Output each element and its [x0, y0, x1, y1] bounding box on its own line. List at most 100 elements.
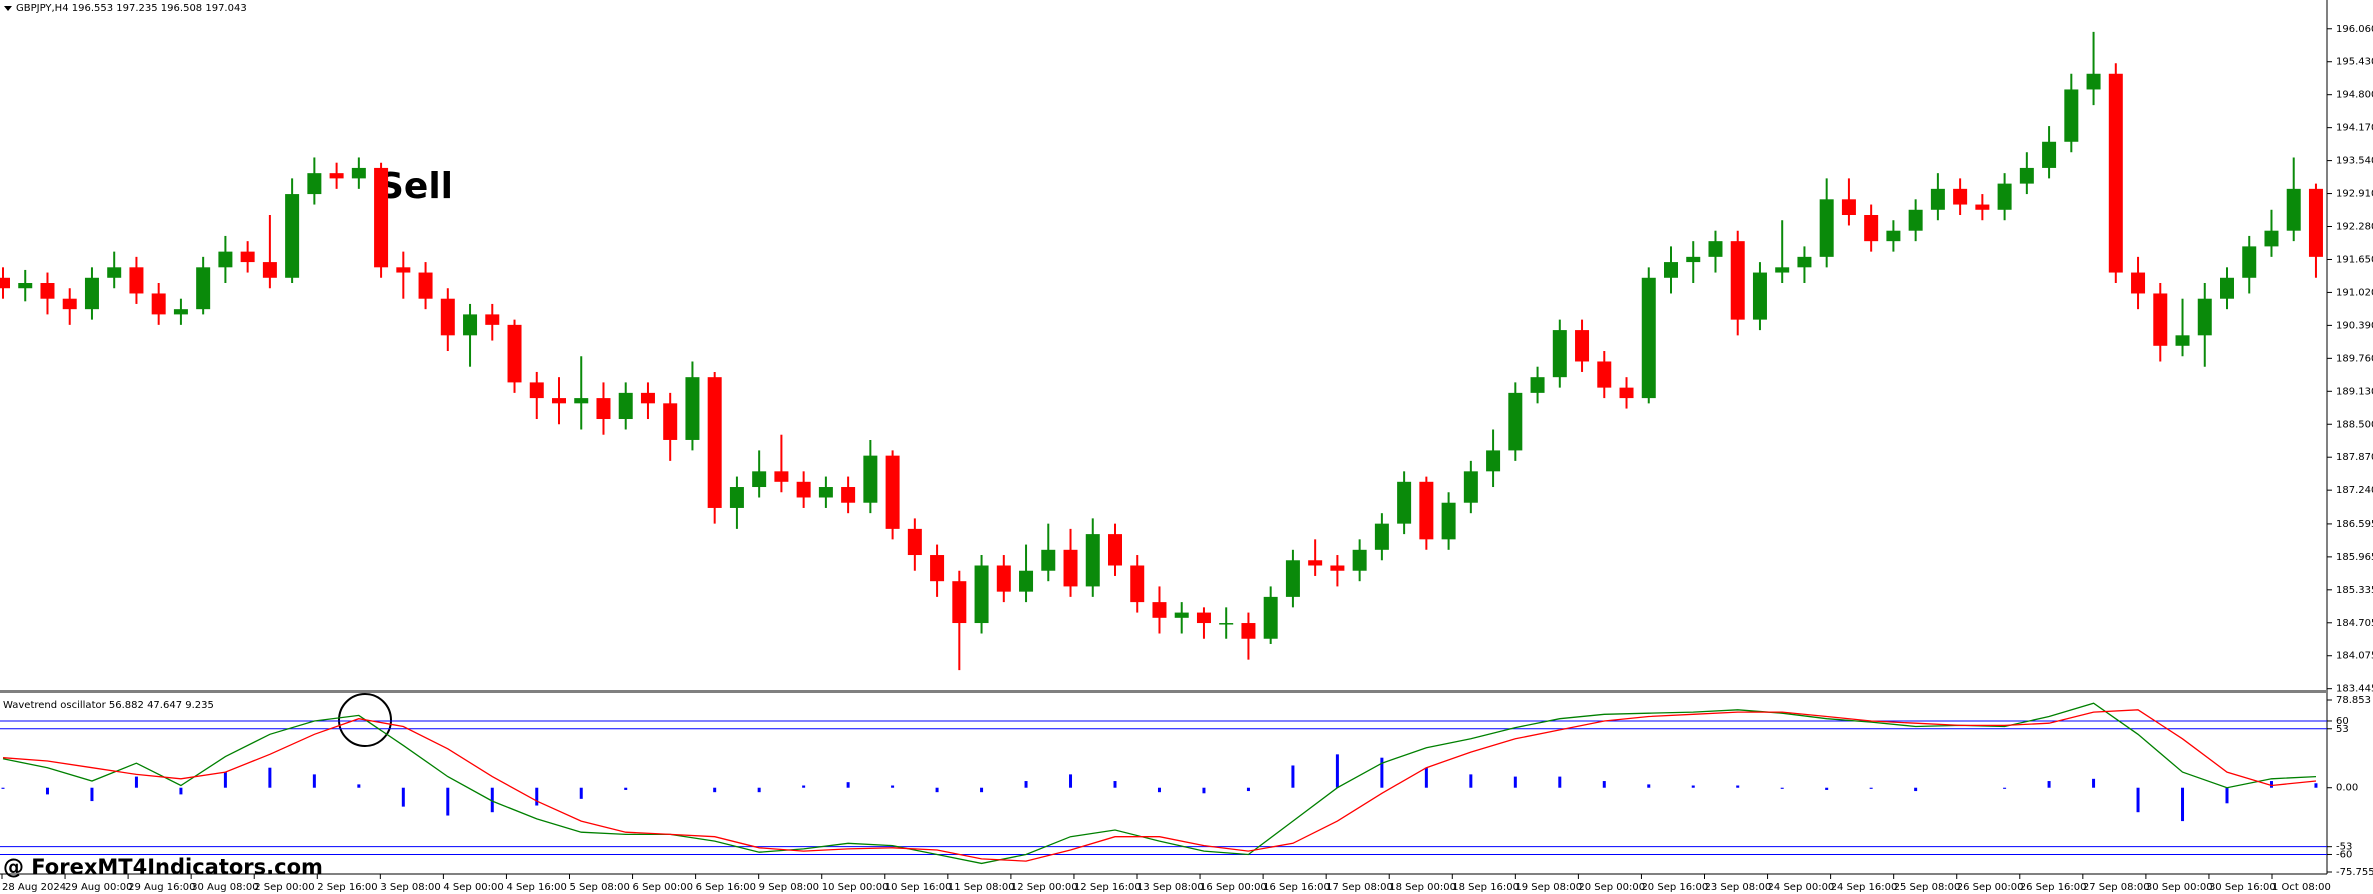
candle-body [863, 455, 878, 503]
candle-body [1597, 361, 1612, 388]
y-tick-label: 186.595 [2336, 519, 2373, 530]
candle-body [1441, 502, 1456, 540]
x-tick-label: 23 Sep 08:00 [1705, 882, 1772, 893]
x-tick-label: 26 Sep 16:00 [2020, 882, 2087, 893]
candle-body [84, 277, 99, 310]
y-tick-label: 187.870 [2336, 452, 2373, 463]
candle-body [596, 398, 611, 420]
candle-body [2108, 73, 2123, 273]
candle-body [1552, 330, 1567, 378]
candle-body [2175, 335, 2190, 346]
candle-body [129, 267, 144, 294]
candle-body [2286, 188, 2301, 231]
x-tick-label: 18 Sep 00:00 [1389, 882, 1456, 893]
candle-body [907, 528, 922, 556]
candle-body [329, 173, 344, 179]
x-tick-label: 10 Sep 00:00 [822, 882, 889, 893]
x-tick-label: 19 Sep 08:00 [1515, 882, 1582, 893]
x-tick-label: 12 Sep 00:00 [1011, 882, 1078, 893]
x-tick-label: 28 Aug 2024 [2, 882, 66, 893]
candle-body [2220, 277, 2234, 299]
candle-body [1908, 209, 1923, 231]
candle-body [663, 403, 678, 440]
y-tick-label: 190.390 [2336, 320, 2373, 331]
y-tick-label: 187.240 [2336, 485, 2373, 496]
x-tick-label: 17 Sep 08:00 [1326, 882, 1393, 893]
candle-body [396, 267, 411, 273]
x-tick-label: 20 Sep 00:00 [1578, 882, 1645, 893]
candle-body [885, 455, 900, 529]
x-tick-label: 4 Sep 16:00 [506, 882, 566, 893]
y-tick-label: 184.705 [2336, 618, 2373, 629]
candle-body [1841, 199, 1856, 216]
candle-body [774, 471, 789, 482]
candle-body [1575, 330, 1590, 362]
y-tick-label: 53 [2336, 724, 2349, 735]
x-tick-label: 11 Sep 08:00 [948, 882, 1015, 893]
oscillator-line [2, 709, 2317, 862]
x-tick-label: 25 Sep 08:00 [1894, 882, 1961, 893]
candle-body [529, 382, 544, 399]
candle-body [1263, 596, 1278, 639]
x-tick-label: 4 Sep 00:00 [443, 882, 503, 893]
candle-body [729, 487, 744, 508]
candle-body [930, 555, 945, 582]
candle-body [240, 251, 255, 263]
symbol-menu[interactable] [4, 6, 12, 11]
candle-body [574, 398, 589, 404]
candle-body [1152, 602, 1167, 618]
candle-body [374, 167, 389, 268]
candle-body [1352, 549, 1367, 571]
candle-body [1775, 267, 1790, 273]
candle-body [2064, 89, 2079, 142]
x-tick-label: 27 Sep 08:00 [2083, 882, 2150, 893]
candle-body [1953, 188, 1968, 205]
candle-body [618, 392, 633, 420]
y-tick-label: 196.060 [2336, 24, 2373, 35]
y-tick-label: 0.00 [2336, 783, 2358, 794]
candle-body [307, 173, 322, 195]
y-tick-label: -60 [2336, 849, 2352, 860]
candle-body [151, 293, 166, 315]
candle-body [507, 324, 522, 383]
candle-body [640, 392, 655, 404]
candle-body [552, 398, 566, 404]
candle-body [1419, 481, 1434, 540]
x-tick-label: 2 Sep 00:00 [254, 882, 314, 893]
candle-body [196, 267, 211, 310]
candle-body [1664, 262, 1678, 278]
candle-body [685, 377, 700, 440]
candle-body [2242, 246, 2257, 278]
y-tick-label: -53 [2336, 842, 2352, 853]
x-tick-label: 1 Oct 08:00 [2272, 882, 2331, 893]
x-tick-label: 26 Sep 00:00 [1957, 882, 2024, 893]
y-tick-label: 189.130 [2336, 386, 2373, 397]
x-tick-label: 10 Sep 16:00 [885, 882, 952, 893]
x-tick-label: 6 Sep 00:00 [633, 882, 693, 893]
candle-body [40, 283, 55, 299]
candle-body [1241, 623, 1256, 639]
candle-body [351, 167, 366, 179]
candle-body [173, 309, 188, 315]
candle-body [1330, 565, 1345, 571]
candle-body [1285, 560, 1300, 597]
candle-body [262, 262, 277, 278]
y-tick-label: 183.445 [2336, 684, 2373, 695]
candle-body [1886, 230, 1901, 242]
candle-body [1708, 241, 1723, 257]
y-tick-label: 60 [2336, 716, 2349, 727]
x-tick-label: 12 Sep 16:00 [1074, 882, 1141, 893]
candle-body [485, 314, 500, 325]
candle-body [1196, 612, 1211, 624]
y-tick-label: 184.075 [2336, 651, 2373, 662]
candle-body [1219, 623, 1234, 625]
candle-body [1463, 471, 1478, 503]
candle-body [1530, 377, 1545, 393]
watermark: @ ForexMT4Indicators.com [3, 855, 323, 879]
x-tick-label: 29 Aug 16:00 [128, 882, 195, 893]
candle-body [2153, 293, 2168, 346]
x-tick-label: 16 Sep 16:00 [1263, 882, 1330, 893]
candle-body [1019, 570, 1034, 592]
candle-body [1374, 523, 1389, 550]
candle-body [1486, 450, 1501, 472]
